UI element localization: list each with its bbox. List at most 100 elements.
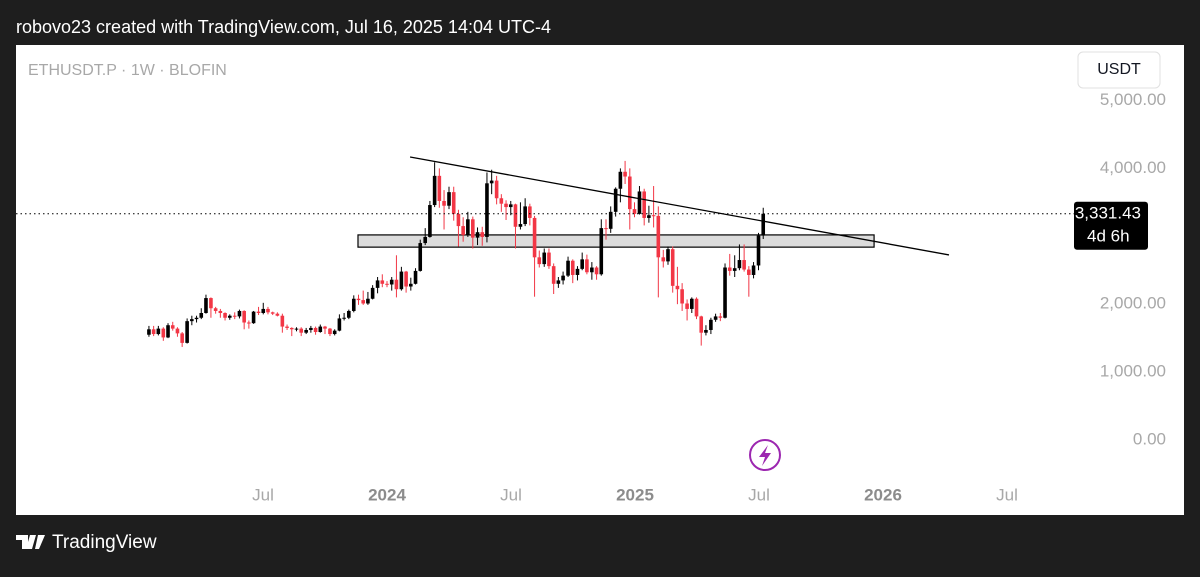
candle-body: [518, 224, 523, 227]
candle-body: [351, 298, 356, 311]
candle-body: [732, 268, 737, 271]
last-price-box: [1074, 201, 1148, 250]
candle-body: [380, 280, 385, 284]
chart-panel: [16, 45, 1184, 515]
candle-body: [532, 217, 537, 258]
candle-body: [694, 298, 699, 317]
candle-body: [485, 183, 489, 237]
candle-body: [656, 215, 661, 258]
candle-body: [409, 283, 413, 287]
candle-body: [580, 259, 584, 269]
candle-body: [547, 252, 551, 267]
candle-body: [275, 313, 280, 316]
candle-body: [604, 228, 608, 230]
candle-body: [737, 260, 742, 269]
candle-body: [466, 219, 470, 235]
candle-body: [347, 310, 351, 318]
candle-body: [227, 315, 232, 318]
candle-body: [680, 289, 684, 304]
candle-body: [385, 283, 389, 285]
candle-body: [280, 315, 285, 327]
y-tick-label: 4,000.00: [1100, 158, 1166, 177]
plot-area: [16, 156, 1074, 347]
candle-body: [332, 330, 337, 335]
candle-body: [237, 310, 242, 317]
candle-body: [508, 204, 513, 208]
candle-body: [551, 266, 556, 284]
x-tick-label: Jul: [748, 485, 770, 504]
candle-body: [313, 327, 318, 333]
candle-body: [685, 303, 689, 309]
candle-body: [375, 280, 380, 288]
candle-body: [675, 285, 680, 290]
candle-body: [394, 279, 399, 290]
x-tick-label: 2026: [864, 485, 902, 504]
candle-body: [561, 275, 565, 281]
currency-button[interactable]: [1077, 51, 1161, 89]
x-tick-label: Jul: [996, 485, 1018, 504]
candle-body: [185, 321, 189, 343]
x-tick-label: Jul: [252, 485, 274, 504]
candle-body: [213, 308, 218, 311]
candle-body: [166, 325, 170, 338]
candle-body: [747, 269, 751, 275]
candle-body: [523, 206, 527, 225]
candle-body: [461, 226, 465, 235]
candle-body: [704, 329, 708, 333]
candle-body: [328, 328, 332, 335]
x-tick-label: 2024: [368, 485, 406, 504]
candle-body: [632, 209, 637, 214]
y-tick-label: 2,000.00: [1100, 294, 1166, 313]
candle-body: [709, 319, 713, 330]
candle-body: [451, 192, 456, 214]
candle-body: [751, 265, 756, 275]
candle-body: [299, 328, 303, 333]
candle-body: [494, 180, 499, 199]
candle-body: [623, 171, 627, 177]
candle-body: [251, 311, 256, 324]
candle-body: [690, 298, 694, 309]
candle-body: [432, 175, 437, 206]
candle-body: [699, 316, 704, 333]
candle-body: [389, 279, 394, 285]
candle-body: [447, 192, 451, 206]
candle-body: [742, 260, 746, 270]
y-tick-label: 0.00: [1133, 429, 1166, 448]
candle-body: [423, 236, 427, 244]
event-icon[interactable]: [749, 439, 781, 471]
candle-body: [556, 280, 561, 284]
candle-body: [480, 232, 485, 237]
candle-body: [613, 188, 618, 212]
countdown-label: 4d 6h: [1087, 226, 1130, 245]
currency-label[interactable]: USDT: [1097, 61, 1141, 78]
candle-body: [761, 213, 766, 236]
candle-body: [270, 312, 275, 314]
candle-body: [151, 329, 156, 335]
candle-body: [528, 206, 532, 218]
candle-body: [670, 249, 675, 286]
candle-body: [285, 326, 289, 328]
candle-body: [570, 260, 575, 275]
symbol-legend: ETHUSDT.P · 1W · BLOFIN: [28, 62, 227, 79]
candle-body: [647, 215, 651, 218]
candle-body: [590, 267, 594, 273]
candle-body: [304, 329, 308, 333]
candle-body: [713, 316, 718, 320]
candle-body: [175, 328, 180, 334]
footer-brand: TradingView: [52, 532, 157, 553]
candle-body: [651, 215, 656, 217]
last-price-label: 3,331.43: [1075, 203, 1141, 222]
footer-logo: [16, 535, 45, 549]
candle-body: [356, 298, 361, 301]
candle-body: [608, 211, 613, 229]
candle-body: [456, 213, 461, 227]
x-tick-label: Jul: [500, 485, 522, 504]
candle-body: [504, 203, 508, 208]
candle-body: [599, 228, 604, 275]
header-text: robovo23 created with TradingView.com, J…: [16, 17, 551, 37]
candle-body: [661, 257, 666, 262]
candle-body: [247, 322, 251, 324]
candle-body: [342, 317, 346, 319]
